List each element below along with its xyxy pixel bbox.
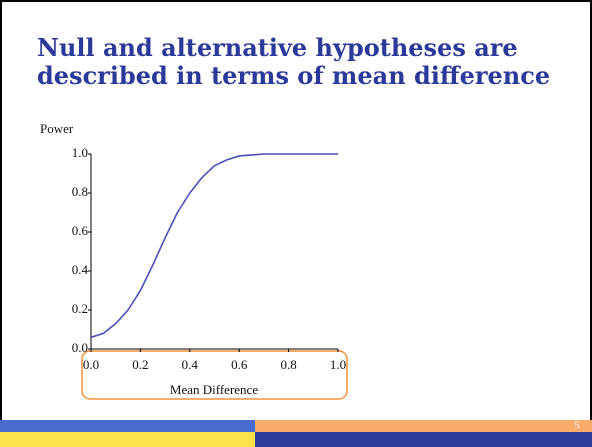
highlight-box: [81, 350, 348, 400]
x-tick-label: 0.8: [280, 357, 296, 372]
slide-title: Null and alternative hypotheses are desc…: [37, 33, 551, 90]
x-tick-label: 0.4: [182, 357, 199, 372]
y-axis-label: Power: [40, 121, 74, 136]
y-tick-label: 0.4: [72, 262, 89, 277]
x-tick-label: 1.0: [330, 357, 346, 372]
slide-number: 5: [574, 420, 580, 432]
x-tick-label: 0.2: [132, 357, 148, 372]
x-tick-label: 0.6: [231, 357, 248, 372]
y-tick-label: 0.2: [72, 301, 88, 316]
x-axis-label: Mean Difference: [170, 382, 258, 397]
x-tick-label: 0.0: [83, 357, 99, 372]
y-tick-label: 0.8: [72, 184, 88, 199]
y-tick-label: 0.6: [72, 223, 89, 238]
footer-bar: [255, 432, 592, 447]
power-curve: [90, 153, 338, 339]
footer-bar: [0, 420, 255, 432]
y-tick-label: 1.0: [72, 145, 88, 160]
footer-bar: [0, 432, 255, 447]
y-tick-label: 0.0: [72, 340, 88, 355]
footer-bar: [255, 420, 592, 432]
